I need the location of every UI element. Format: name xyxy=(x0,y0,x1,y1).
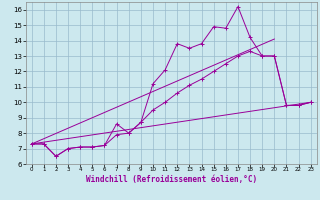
X-axis label: Windchill (Refroidissement éolien,°C): Windchill (Refroidissement éolien,°C) xyxy=(86,175,257,184)
